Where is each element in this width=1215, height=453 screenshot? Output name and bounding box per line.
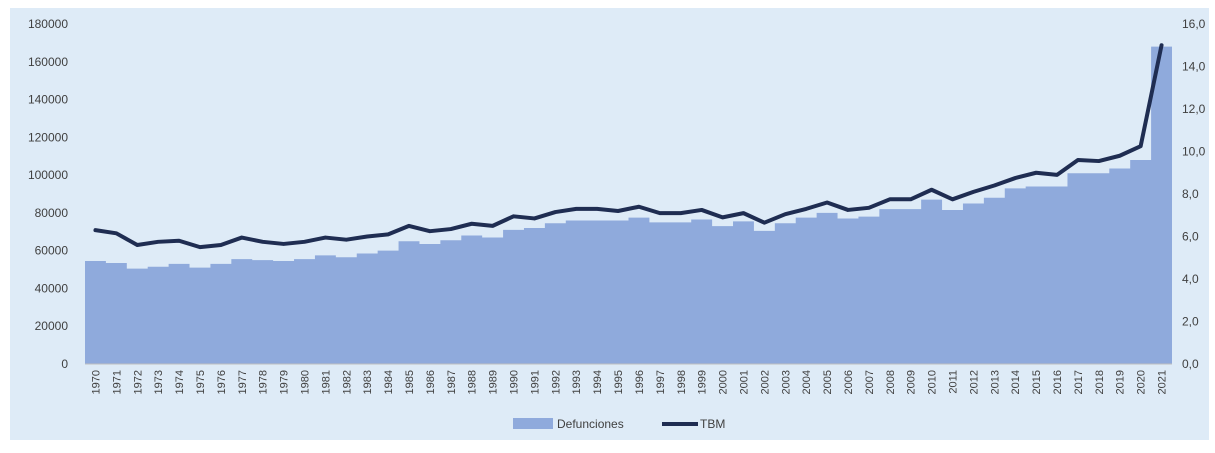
x-tick-label: 1986: [425, 370, 437, 394]
x-tick-label: 1987: [446, 370, 458, 394]
x-tick-label: 1976: [216, 370, 228, 394]
x-tick-label: 2002: [759, 370, 771, 394]
y-left-tick-label: 80000: [35, 206, 69, 220]
y-left-tick-label: 0: [61, 357, 68, 371]
y-right-tick-label: 4,0: [1182, 272, 1199, 286]
x-tick-label: 2008: [885, 370, 897, 394]
x-tick-label: 2004: [801, 370, 813, 394]
x-tick-label: 2006: [843, 370, 855, 394]
x-tick-label: 2012: [968, 370, 980, 394]
x-tick-label: 2017: [1073, 370, 1085, 394]
x-tick-label: 1994: [592, 370, 604, 394]
x-tick-label: 1971: [111, 370, 123, 394]
x-tick-label: 2001: [738, 370, 750, 394]
x-tick-label: 1978: [258, 370, 270, 394]
x-tick-label: 1980: [299, 370, 311, 394]
y-right-tick-label: 16,0: [1182, 17, 1206, 31]
x-tick-label: 2010: [927, 370, 939, 394]
legend-label-tbm: TBM: [700, 417, 725, 431]
line-tbm: [93, 43, 1164, 250]
y-left-tick-label: 40000: [35, 281, 69, 295]
area-defunciones: [85, 46, 1172, 365]
y-left-tick-label: 20000: [35, 319, 69, 333]
x-tick-label: 1975: [195, 370, 207, 394]
y-left-tick-label: 100000: [28, 168, 68, 182]
y-left-tick-label: 140000: [28, 93, 68, 107]
x-tick-label: 1974: [174, 370, 186, 394]
y-left-tick-label: 120000: [28, 130, 68, 144]
x-tick-label: 2014: [1010, 370, 1022, 394]
y-right-tick-label: 2,0: [1182, 315, 1199, 329]
x-tick-label: 1989: [488, 370, 500, 394]
x-tick-label: 2021: [1157, 370, 1169, 394]
x-tick-label: 1970: [90, 370, 102, 394]
x-tick-label: 2011: [948, 370, 960, 394]
legend-swatch-defunciones: [513, 418, 553, 429]
x-tick-label: 2019: [1115, 370, 1127, 394]
x-tick-label: 1984: [383, 370, 395, 394]
y-right-tick-label: 6,0: [1182, 230, 1199, 244]
x-tick-label: 1982: [341, 370, 353, 394]
x-tick-label: 1988: [467, 370, 479, 394]
x-tick-label: 1979: [279, 370, 291, 394]
x-tick-label: 2000: [718, 370, 730, 394]
x-tick-label: 1985: [404, 370, 416, 394]
x-tick-label: 1996: [634, 370, 646, 394]
x-tick-label: 1977: [237, 370, 249, 394]
x-tick-label: 2009: [906, 370, 918, 394]
x-tick-label: 2015: [1031, 370, 1043, 394]
y-left-tick-label: 60000: [35, 244, 69, 258]
x-tick-label: 2007: [864, 370, 876, 394]
y-right-tick-label: 8,0: [1182, 187, 1199, 201]
x-tick-label: 2005: [822, 370, 834, 394]
x-tick-label: 1990: [509, 370, 521, 394]
y-left-tick-label: 180000: [28, 17, 68, 31]
x-tick-label: 2016: [1052, 370, 1064, 394]
x-tick-label: 1981: [320, 370, 332, 394]
y-right-tick-label: 0,0: [1182, 357, 1199, 371]
x-tick-label: 1993: [571, 370, 583, 394]
x-tick-label: 1998: [676, 370, 688, 394]
x-tick-label: 1995: [613, 370, 625, 394]
x-tick-label: 2018: [1094, 370, 1106, 394]
x-tick-label: 1983: [362, 370, 374, 394]
x-tick-label: 2013: [989, 370, 1001, 394]
y-right-tick-label: 12,0: [1182, 102, 1206, 116]
x-tick-label: 1999: [697, 370, 709, 394]
y-right-tick-label: 10,0: [1182, 145, 1206, 159]
x-tick-label: 2003: [780, 370, 792, 394]
x-tick-label: 1992: [550, 370, 562, 394]
x-tick-label: 2020: [1136, 370, 1148, 394]
y-left-tick-label: 160000: [28, 55, 68, 69]
y-right-tick-label: 14,0: [1182, 60, 1206, 74]
legend-label-defunciones: Defunciones: [557, 417, 624, 431]
x-tick-label: 1972: [132, 370, 144, 394]
x-tick-label: 1973: [153, 370, 165, 394]
x-tick-label: 1991: [529, 370, 541, 394]
x-tick-label: 1997: [655, 370, 667, 394]
